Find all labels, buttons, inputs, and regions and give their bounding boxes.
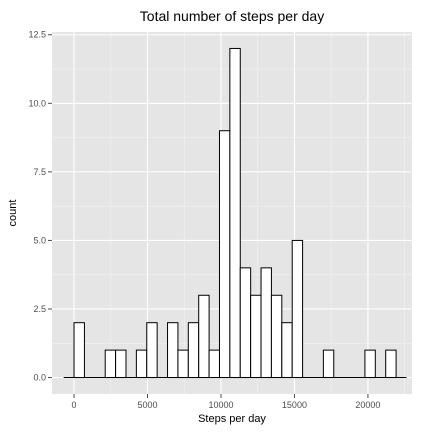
histogram-bar [260, 267, 272, 379]
x-tick-label: 20000 [355, 400, 380, 410]
y-tick-label: 7.5 [33, 167, 46, 177]
histogram-bar [115, 349, 127, 379]
histogram-bar [146, 322, 158, 379]
histogram-bar [73, 322, 85, 379]
histogram-bar [291, 239, 304, 379]
histogram-bar [198, 294, 210, 379]
x-tick-label: 15000 [282, 400, 307, 410]
histogram-bar [187, 322, 200, 379]
y-axis-ticks: 0.0 2.5 5.0 7.5 10.0 12.5 [28, 30, 52, 383]
histogram-bar [270, 294, 283, 379]
histogram-bar [364, 349, 376, 379]
histogram-bar [281, 322, 293, 379]
histogram-bar [322, 349, 335, 379]
y-tick-label: 5.0 [33, 235, 46, 245]
histogram-bar [177, 349, 189, 379]
chart-title: Total number of steps per day [140, 8, 324, 24]
y-tick-label: 10.0 [28, 98, 46, 108]
x-axis-ticks: 0 5000 10000 15000 20000 [72, 394, 380, 410]
histogram-bar [167, 322, 179, 379]
x-tick-label: 10000 [208, 400, 233, 410]
x-tick-label: 0 [72, 400, 77, 410]
y-tick-label: 0.0 [33, 373, 46, 383]
histogram-bar [229, 47, 241, 379]
x-axis-label: Steps per day [198, 413, 266, 425]
histogram-bar [239, 267, 252, 379]
y-axis-label: count [7, 200, 19, 227]
y-tick-label: 12.5 [28, 30, 46, 40]
histogram-bar [250, 294, 262, 379]
y-tick-label: 2.5 [33, 304, 46, 314]
histogram-bar [104, 349, 117, 379]
x-tick-label: 5000 [137, 400, 157, 410]
histogram-bar [135, 349, 148, 379]
histogram-bar [385, 349, 397, 379]
histogram-bar [208, 349, 220, 379]
histogram-bar [218, 130, 231, 379]
